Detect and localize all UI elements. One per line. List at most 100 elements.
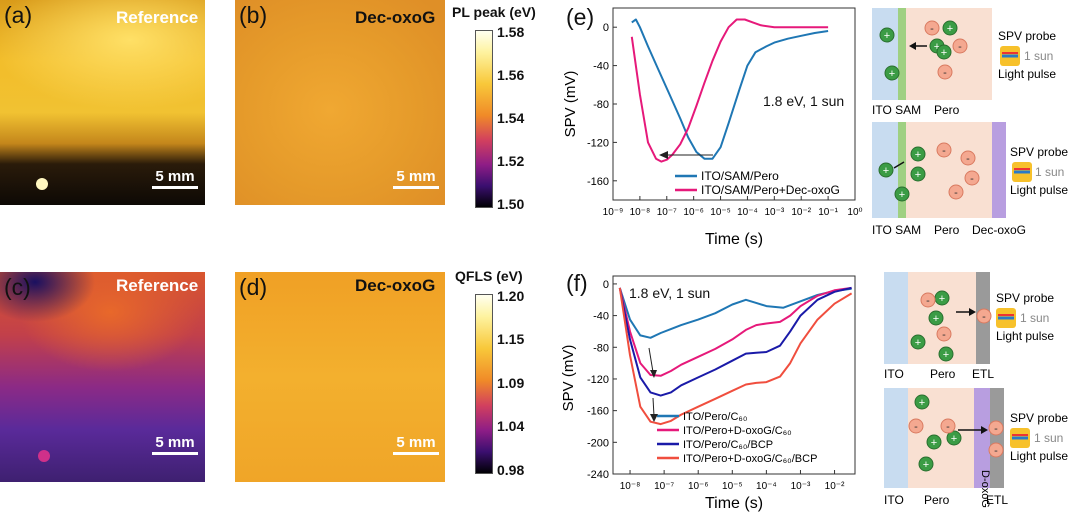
- y-tick-label: 0: [603, 279, 609, 291]
- scale-bar-c: 5 mm: [152, 434, 198, 455]
- hole-carrier: +: [918, 456, 934, 472]
- svg-text:+: +: [915, 169, 921, 181]
- y-tick-label: -160: [587, 406, 609, 418]
- sun-label: 1 sun: [1024, 49, 1053, 63]
- svg-text:+: +: [915, 149, 921, 161]
- y-tick-label: -40: [593, 311, 609, 323]
- hole-carrier: +: [878, 162, 894, 178]
- svg-text:+: +: [941, 47, 947, 59]
- electron-carrier: -: [960, 150, 976, 166]
- probe-label: SPV probe: [998, 29, 1056, 43]
- drift-arrow: [893, 161, 905, 169]
- x-tick-label: 10⁻⁷: [654, 481, 674, 492]
- series-line: [618, 286, 852, 397]
- colorbar-tick: 1.50: [497, 196, 525, 212]
- y-tick-label: -40: [593, 61, 609, 73]
- electron-carrier: -: [908, 418, 924, 434]
- plot-frame: [612, 275, 856, 475]
- schematic-f1: + + + + - - - SPV probe 1 sun Light puls…: [884, 272, 1054, 381]
- layer-label: ETL: [972, 367, 994, 381]
- shift-arrow-head: [659, 151, 668, 159]
- probe-label: SPV probe: [1010, 411, 1068, 425]
- scale-bar-text: 5 mm: [396, 168, 436, 185]
- hole-carrier: +: [914, 394, 930, 410]
- scale-bar-line: [393, 452, 439, 455]
- x-tick-label: 10⁻³: [791, 481, 811, 492]
- svg-text:+: +: [899, 189, 905, 201]
- series-line: [618, 287, 852, 339]
- svg-text:-: -: [942, 145, 946, 157]
- scale-bar-b: 5 mm: [393, 168, 439, 189]
- svg-text:-: -: [946, 421, 950, 433]
- legend-label: ITO/Pero/C₆₀/BCP: [683, 439, 773, 451]
- svg-text:-: -: [994, 445, 998, 457]
- electron-carrier: -: [936, 326, 952, 342]
- svg-text:+: +: [889, 68, 895, 80]
- electron-carrier: -: [964, 170, 980, 186]
- colorbar-title-qfls: QFLS (eV): [455, 268, 523, 284]
- electron-carrier: -: [936, 142, 952, 158]
- y-tick-label: -160: [587, 176, 609, 188]
- svg-text:-: -: [958, 41, 962, 53]
- scale-bar-d: 5 mm: [393, 434, 439, 455]
- layer-label: ITO: [884, 367, 904, 381]
- pulse-label: Light pulse: [1010, 449, 1068, 463]
- x-tick-label: 10⁻³: [764, 207, 784, 218]
- chart-f: 10⁻⁸ 10⁻⁷ 10⁻⁶ 10⁻⁵ 10⁻⁴ 10⁻³ 10⁻² 0 -40 -80 -120 -…: [560, 275, 856, 512]
- series-line: [631, 18, 829, 160]
- svg-text:+: +: [884, 30, 890, 42]
- colorbar-tick: 1.58: [497, 24, 525, 40]
- qfls-map-reference: (c) Reference 5 mm: [0, 272, 205, 482]
- panel-label-b: (b): [239, 2, 268, 28]
- map-title-c: Reference: [116, 276, 199, 295]
- d-oxog-layer: [974, 388, 990, 488]
- x-tick-label: 10⁻⁷: [657, 207, 677, 218]
- layer-label: ITO SAM: [872, 223, 921, 237]
- x-tick-label: 10⁰: [847, 207, 862, 218]
- y-axis-label: SPV (mV): [560, 345, 577, 412]
- pl-map-dec-oxog: (b) Dec-oxoG 5 mm: [235, 0, 445, 205]
- hole-carrier: +: [942, 20, 958, 36]
- x-tick-label: 10⁻⁵: [710, 207, 731, 218]
- hole-carrier: +: [936, 44, 952, 60]
- x-tick-label: 10⁻¹: [818, 207, 838, 218]
- svg-text:-: -: [966, 153, 970, 165]
- svg-text:-: -: [914, 421, 918, 433]
- svg-text:-: -: [930, 23, 934, 35]
- scale-bar-text: 5 mm: [155, 168, 195, 185]
- trend-arrow-head: [650, 414, 658, 422]
- sun-label: 1 sun: [1034, 431, 1063, 445]
- x-axis-label: Time (s): [705, 495, 763, 512]
- dec-oxog-layer: [992, 122, 1006, 218]
- legend-label: ITO/SAM/Pero+Dec-oxoG: [701, 183, 840, 197]
- scale-bar-text: 5 mm: [396, 434, 436, 451]
- series-line: [630, 18, 829, 163]
- ito-layer: [872, 8, 898, 100]
- x-tick-label: 10⁻⁶: [683, 207, 704, 218]
- x-tick-label: 10⁻⁴: [737, 207, 758, 218]
- svg-text:+: +: [947, 23, 953, 35]
- y-tick-label: -240: [587, 469, 609, 481]
- svg-text:+: +: [919, 397, 925, 409]
- ito-layer: [884, 272, 908, 364]
- hole-carrier: +: [879, 27, 895, 43]
- ito-layer: [884, 388, 908, 488]
- legend-label: ITO/Pero+D-oxoG/C₆₀: [683, 425, 792, 437]
- trend-arrow-head: [650, 370, 657, 378]
- schematic-e1: + + + + + - - - SPV probe 1 sun Light pu…: [872, 8, 1056, 117]
- layer-label: ETL: [986, 493, 1008, 507]
- scale-bar-line: [152, 452, 198, 455]
- hole-carrier: +: [934, 290, 950, 306]
- sun-label: 1 sun: [1020, 311, 1049, 325]
- schematic-f2: + + + + - - - - D-oxoG SPV probe 1 sun L…: [884, 388, 1068, 508]
- series-line: [618, 287, 853, 426]
- colorbar-tick: 1.52: [497, 153, 525, 169]
- layer-label: Pero: [934, 103, 960, 117]
- sun-label: 1 sun: [1035, 165, 1064, 179]
- colorbar-qfls: [475, 294, 493, 474]
- panel-label-c: (c): [4, 274, 31, 300]
- colorbar-tick: 1.54: [497, 110, 525, 126]
- svg-text:-: -: [943, 67, 947, 79]
- qfls-map-dec-oxog: (d) Dec-oxoG 5 mm: [235, 272, 445, 482]
- y-tick-label: -120: [587, 137, 609, 149]
